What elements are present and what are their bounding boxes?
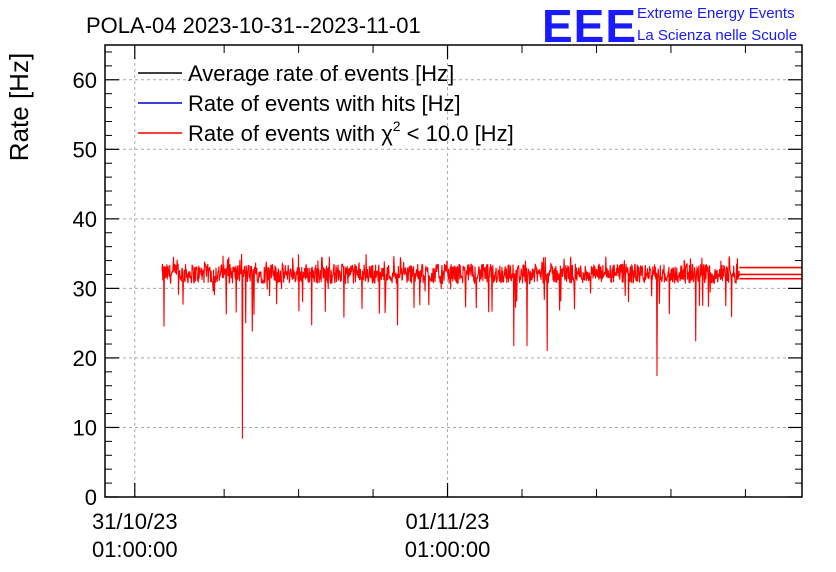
chart-title: POLA-04 2023-10-31--2023-11-01 — [86, 13, 421, 38]
y-tick-label: 10 — [73, 415, 97, 440]
x-tick-time: 01:00:00 — [405, 537, 491, 562]
y-tick-label: 40 — [73, 207, 97, 232]
series-group — [161, 253, 802, 439]
y-tick-label: 20 — [73, 346, 97, 371]
y-tick-labels: 0 10 20 30 40 50 60 — [73, 68, 97, 510]
legend-label-sup: 2 — [393, 118, 401, 134]
x-tick-date: 31/10/23 — [92, 509, 178, 534]
y-tick-label: 50 — [73, 137, 97, 162]
legend-label-rest: < 10.0 [Hz] — [401, 121, 514, 146]
x-tick-date: 01/11/23 — [406, 509, 490, 534]
x-tick-labels: 31/10/23 01:00:00 01/11/23 01:00:00 — [92, 509, 490, 562]
legend-label: Rate of events with hits [Hz] — [188, 91, 461, 116]
legend: Average rate of events [Hz] Rate of event… — [138, 61, 514, 146]
legend-label: Average rate of events [Hz] — [188, 61, 454, 86]
series-line — [161, 253, 740, 439]
legend-label-text: Rate of events with χ — [188, 121, 393, 146]
eee-logo-text: EEE — [542, 0, 637, 52]
eee-logo: EEE Extreme Energy Events La Scienza nel… — [542, 0, 797, 52]
legend-label: Rate of events with χ2 < 10.0 [Hz] — [188, 118, 514, 146]
x-tick-time: 01:00:00 — [92, 537, 178, 562]
grid-lines — [105, 45, 802, 497]
plot-frame — [104, 44, 803, 498]
legend-label-text: Average rate of events [Hz] — [188, 61, 454, 86]
y-tick-label: 0 — [85, 485, 97, 510]
y-tick-label: 60 — [73, 68, 97, 93]
y-tick-label: 30 — [73, 276, 97, 301]
y-axis-label: Rate [Hz] — [4, 53, 34, 161]
legend-label-text: Rate of events with hits [Hz] — [188, 91, 461, 116]
brand-line1: Extreme Energy Events — [637, 5, 795, 22]
brand-line2: La Scienza nelle Scuole — [637, 27, 797, 44]
